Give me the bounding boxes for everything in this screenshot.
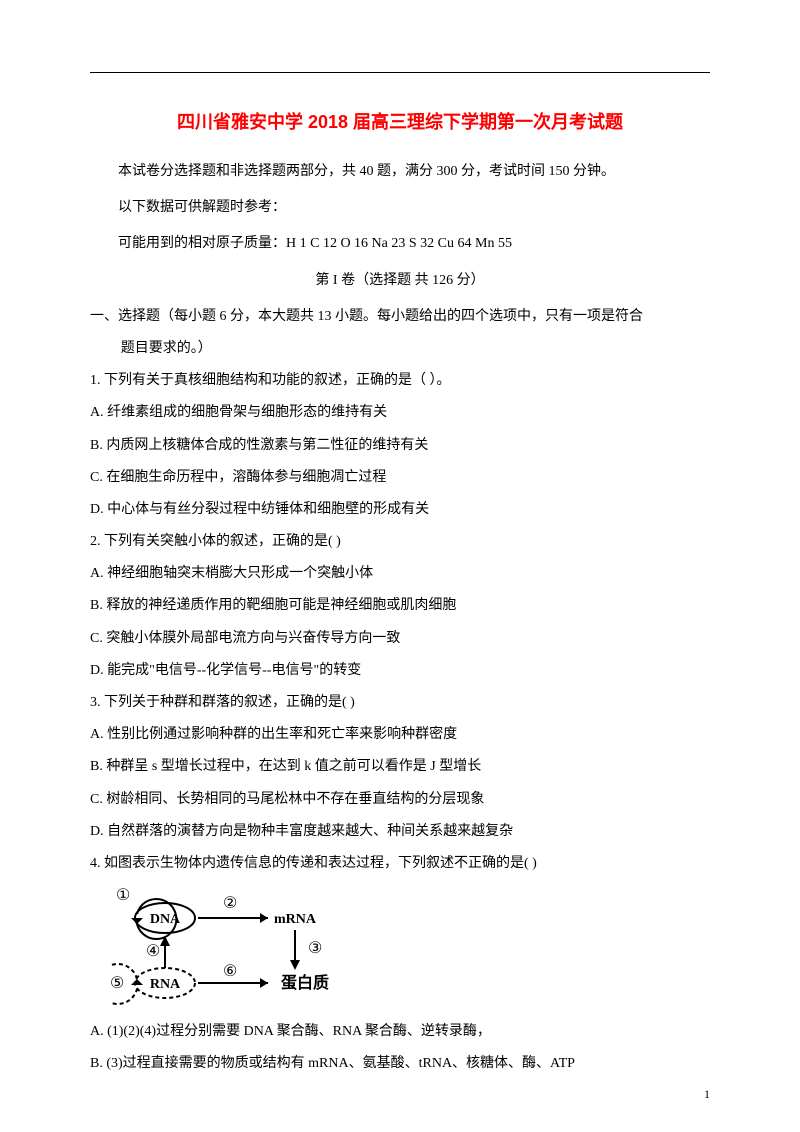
q3-d: D. 自然群落的演替方向是物种丰富度越来越大、种间关系越来越复杂 (90, 816, 710, 848)
intro-line-3: 可能用到的相对原子质量：H 1 C 12 O 16 Na 23 S 32 Cu … (90, 228, 710, 260)
section-header: 第 I 卷（选择题 共 126 分） (90, 265, 710, 297)
q4-b: B. (3)过程直接需要的物质或结构有 mRNA、氨基酸、tRNA、核糖体、酶、… (90, 1048, 710, 1080)
q1-c: C. 在细胞生命历程中，溶酶体参与细胞凋亡过程 (90, 462, 710, 494)
q1-d: D. 中心体与有丝分裂过程中纺锤体和细胞壁的形成有关 (90, 494, 710, 526)
diagram-label-2: ② (223, 895, 237, 912)
diagram-label-5: ⑤ (110, 975, 124, 992)
diagram-node-protein: 蛋白质 (281, 973, 329, 992)
diagram-label-3: ③ (308, 940, 322, 957)
q4-stem: 4. 如图表示生物体内遗传信息的传递和表达过程，下列叙述不正确的是( ) (90, 848, 710, 880)
diagram-label-4: ④ (146, 943, 160, 960)
q3-c: C. 树龄相同、长势相同的马尾松林中不存在垂直结构的分层现象 (90, 784, 710, 816)
q3-stem: 3. 下列关于种群和群落的叙述，正确的是( ) (90, 687, 710, 719)
q4-a: A. (1)(2)(4)过程分别需要 DNA 聚合酶、RNA 聚合酶、逆转录酶， (90, 1016, 710, 1048)
page-title: 四川省雅安中学 2018 届高三理综下学期第一次月考试题 (90, 108, 710, 134)
intro-line-1: 本试卷分选择题和非选择题两部分，共 40 题，满分 300 分，考试时间 150… (90, 156, 710, 188)
diagram-label-6: ⑥ (223, 963, 237, 980)
q2-stem: 2. 下列有关突触小体的叙述，正确的是( ) (90, 526, 710, 558)
page-number: 1 (704, 1087, 710, 1102)
q2-a: A. 神经细胞轴突末梢膨大只形成一个突触小体 (90, 558, 710, 590)
q3-a: A. 性别比例通过影响种群的出生率和死亡率来影响种群密度 (90, 719, 710, 751)
q2-c: C. 突触小体膜外局部电流方向与兴奋传导方向一致 (90, 623, 710, 655)
q1-a: A. 纤维素组成的细胞骨架与细胞形态的维持有关 (90, 397, 710, 429)
q1-b: B. 内质网上核糖体合成的性激素与第二性征的维持有关 (90, 430, 710, 462)
diagram-label-1: ① (116, 888, 130, 904)
diagram-node-rna: RNA (150, 977, 181, 992)
section1-heading-l1: 一、选择题（每小题 6 分，本大题共 13 小题。每小题给出的四个选项中，只有一… (121, 301, 710, 333)
intro-line-2: 以下数据可供解题时参考： (90, 192, 710, 224)
section1-heading-l2: 题目要求的。） (121, 333, 710, 365)
q1-stem: 1. 下列有关于真核细胞结构和功能的叙述，正确的是（ ）。 (90, 365, 710, 397)
q4-diagram: DNA ① ② mRNA ③ ④ RNA ⑤ ⑥ 蛋白质 (110, 888, 380, 1008)
q3-b: B. 种群呈 s 型增长过程中，在达到 k 值之前可以看作是 J 型增长 (90, 751, 710, 783)
diagram-node-mrna: mRNA (274, 912, 317, 927)
q2-b: B. 释放的神经递质作用的靶细胞可能是神经细胞或肌肉细胞 (90, 590, 710, 622)
q2-d: D. 能完成"电信号--化学信号--电信号"的转变 (90, 655, 710, 687)
top-rule (90, 72, 710, 73)
